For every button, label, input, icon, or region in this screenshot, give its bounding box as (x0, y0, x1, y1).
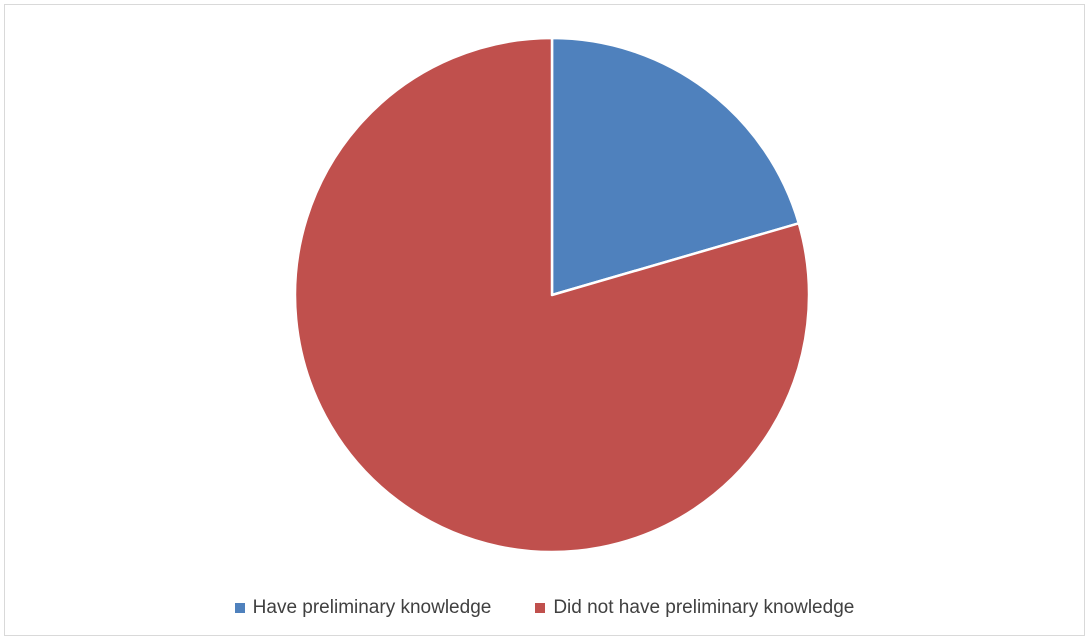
legend-swatch-have-knowledge (234, 603, 245, 613)
legend-item-no-knowledge: Did not have preliminary knowledge (535, 597, 854, 619)
legend-item-have-knowledge: Have preliminary knowledge (234, 597, 492, 619)
chart-frame: Have preliminary knowledge Did not have … (4, 4, 1085, 636)
legend: Have preliminary knowledge Did not have … (5, 597, 1084, 619)
pie-slices (293, 36, 811, 554)
pie-chart (293, 36, 811, 554)
pie-slice-no-knowledge (293, 36, 811, 554)
pie-slice-have-knowledge (550, 36, 801, 297)
legend-label-no-knowledge: Did not have preliminary knowledge (553, 597, 855, 618)
legend-swatch-no-knowledge (535, 603, 546, 613)
legend-label-have-knowledge: Have preliminary knowledge (252, 597, 492, 618)
